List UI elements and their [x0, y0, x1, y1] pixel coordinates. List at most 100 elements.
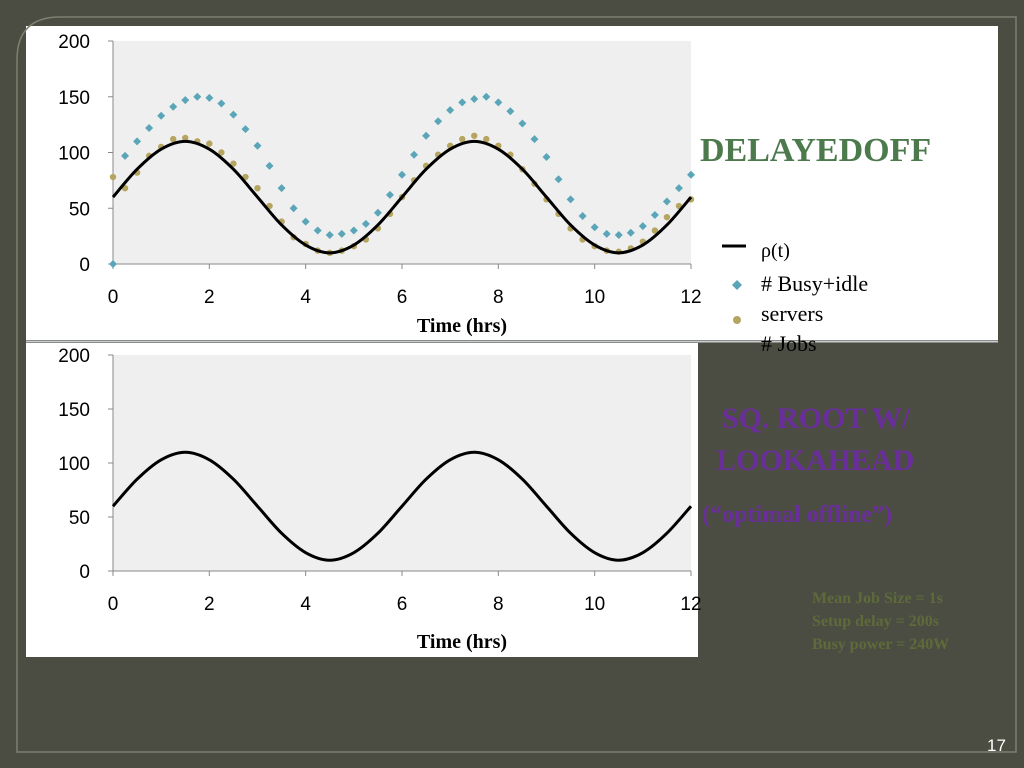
title-sqroot-line1: SQ. ROOT W/	[722, 402, 911, 435]
legend-label-jobs: # Jobs	[761, 331, 817, 356]
top-busy-idle-point	[410, 150, 419, 159]
top-busy-idle-point	[157, 111, 166, 120]
top-busy-idle-point	[313, 226, 322, 235]
top-busy-idle-point	[494, 98, 503, 107]
top-busy-idle-point	[301, 217, 310, 226]
bottom-rho-line	[111, 450, 693, 562]
top-busy-idle-point	[181, 96, 190, 105]
legend-label-servers: servers	[761, 301, 824, 326]
top-busy-idle-point	[662, 197, 671, 206]
top-jobs-point	[254, 184, 261, 192]
legend-circle-swatch	[733, 316, 741, 324]
top-busy-idle-point	[193, 92, 202, 101]
top-x-tick-label: 6	[397, 287, 408, 308]
top-busy-idle-point	[337, 229, 346, 238]
top-jobs-point	[170, 135, 177, 143]
top-busy-idle-point	[506, 107, 515, 116]
top-busy-idle-point	[638, 222, 647, 231]
legend-label-rho: ρ(t)	[761, 240, 790, 262]
top-x-tick-label: 8	[493, 287, 504, 308]
bottom-y-tick-label: 200	[58, 346, 90, 367]
bottom-y-tick-label: 50	[69, 508, 90, 529]
top-busy-idle-point	[578, 212, 587, 221]
top-y-tick-label: 100	[58, 144, 90, 165]
bottom-x-tick-label: 8	[493, 594, 504, 615]
top-x-tick-label: 4	[300, 287, 311, 308]
top-busy-idle-point	[145, 123, 154, 132]
bottom-x-tick-label: 2	[204, 594, 215, 615]
top-busy-idle-point	[385, 190, 394, 199]
top-busy-idle-point	[626, 228, 635, 237]
bottom-y-tick-label: 100	[58, 454, 90, 475]
top-jobs-point	[459, 135, 466, 143]
top-jobs-point	[182, 134, 189, 142]
bottom-x-tick-label: 12	[680, 594, 701, 615]
top-busy-idle-point	[169, 102, 178, 111]
top-x-tick-label: 12	[680, 287, 701, 308]
param-mean-job-size: Mean Job Size = 1s	[812, 590, 943, 607]
top-busy-idle-point	[674, 184, 683, 193]
top-busy-idle-point	[542, 152, 551, 161]
top-busy-idle-point	[614, 231, 623, 240]
top-busy-idle-point	[422, 131, 431, 140]
subtitle-optimal-offline: (“optimal offline”)	[702, 502, 892, 528]
param-setup-delay: Setup delay = 200s	[812, 613, 939, 630]
title-sqroot-line2: LOOKAHEAD	[716, 444, 915, 477]
top-busy-idle-point	[398, 170, 406, 179]
top-y-tick-label: 200	[58, 32, 90, 53]
top-x-tick-label: 10	[584, 287, 605, 308]
top-busy-idle-point	[229, 110, 238, 119]
bottom-y-tick-label: 150	[58, 400, 90, 421]
title-delayedoff: DELAYEDOFF	[700, 132, 932, 169]
top-busy-idle-point	[482, 92, 491, 101]
top-busy-idle-point	[349, 226, 358, 235]
top-busy-idle-point	[458, 98, 467, 107]
top-busy-idle-point	[361, 219, 370, 228]
top-busy-idle-point	[650, 210, 659, 219]
top-y-tick-label: 50	[69, 199, 90, 220]
top-y-tick-label: 150	[58, 88, 90, 109]
top-busy-idle-point	[687, 170, 695, 179]
top-jobs-point	[651, 227, 659, 234]
top-y-tick-label: 0	[79, 255, 90, 276]
param-busy-power: Busy power = 240W	[812, 636, 950, 653]
top-busy-idle-point	[265, 161, 274, 170]
bottom-y-tick-label: 0	[79, 562, 90, 583]
top-busy-idle-point	[446, 106, 455, 115]
top-rho-line	[111, 139, 693, 255]
top-busy-idle-point	[253, 141, 262, 150]
top-busy-idle-point	[277, 184, 286, 193]
legend-line-swatch	[722, 244, 746, 248]
top-jobs-point	[471, 132, 478, 139]
top-x-axis-title: Time (hrs)	[417, 315, 507, 337]
top-busy-idle-point	[205, 93, 214, 102]
top-x-tick-label: 0	[108, 287, 119, 308]
top-jobs-point	[483, 135, 490, 143]
top-busy-idle-point	[554, 175, 563, 184]
top-busy-idle-point	[121, 151, 130, 160]
top-busy-idle-point	[217, 99, 226, 108]
legend-diamond-swatch	[732, 280, 742, 290]
bottom-plot-area	[113, 355, 691, 571]
top-busy-idle-point	[566, 195, 575, 204]
top-busy-idle-point	[289, 204, 298, 213]
top-busy-idle-point	[241, 125, 250, 134]
top-busy-idle-point	[530, 135, 539, 144]
top-busy-idle-point	[325, 231, 334, 240]
top-busy-idle-point	[133, 137, 142, 146]
top-jobs-point	[109, 173, 117, 181]
page-number: 17	[987, 736, 1006, 755]
top-busy-idle-point	[373, 208, 382, 217]
top-busy-idle-point	[602, 229, 611, 238]
bottom-x-tick-label: 6	[397, 594, 408, 615]
top-busy-idle-point	[109, 260, 117, 268]
bottom-x-tick-label: 0	[108, 594, 119, 615]
top-x-tick-label: 2	[204, 287, 215, 308]
legend-label-busy-idle: # Busy+idle	[761, 271, 869, 296]
top-jobs-point	[663, 213, 671, 221]
top-busy-idle-point	[590, 223, 599, 232]
